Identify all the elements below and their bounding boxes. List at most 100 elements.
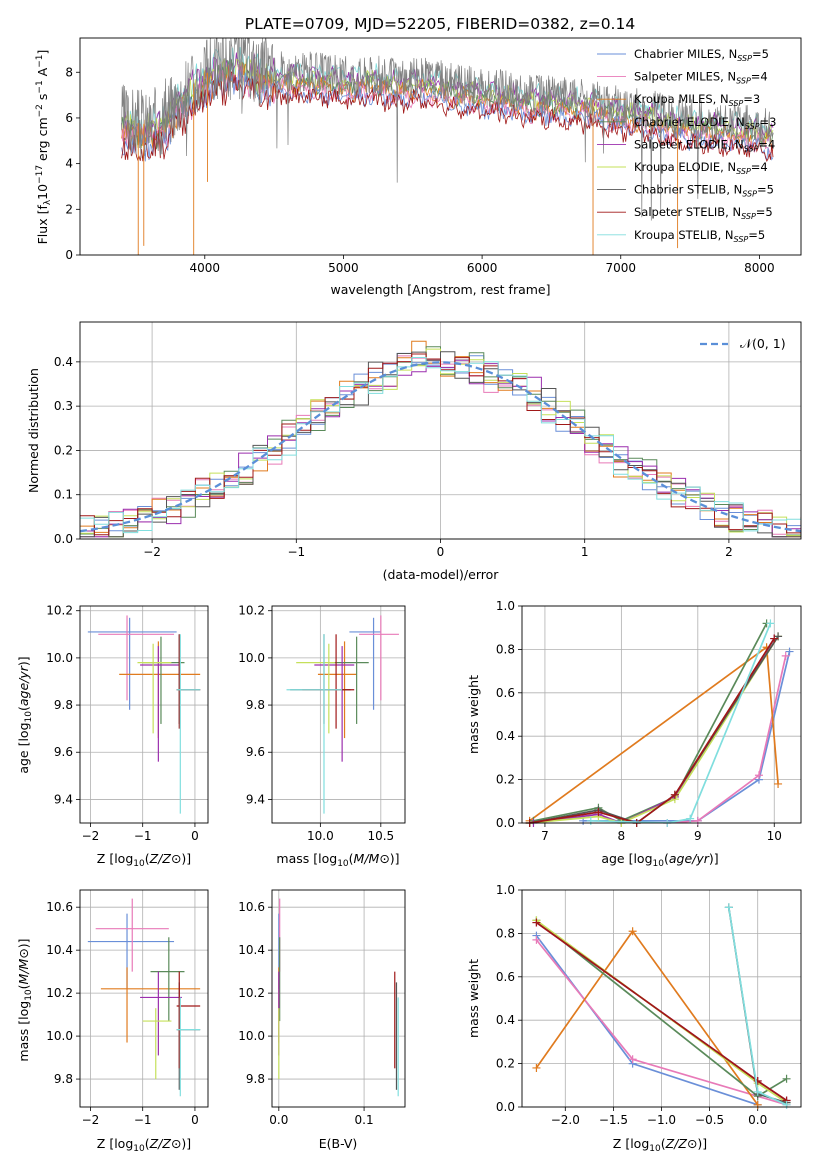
panel-3: 10.0 10.5 9.4 9.6 9.8 10.0 10.2 mass [log10(M/M…	[238, 604, 406, 869]
label-sub: 10	[337, 859, 349, 869]
label-part: age/yr	[669, 851, 710, 866]
panel-6: 0.0 0.1 9.8 10.0 10.2 10.4 10.6	[238, 889, 406, 1127]
y-tick-label: 10.2	[238, 604, 265, 618]
panel-0: 4000 5000 6000 7000 8000 0 2 4 6 8 Flux [fλ10−17 e…	[35, 37, 802, 275]
y-tick-label: 10.4	[46, 943, 73, 957]
label-sub: 10	[24, 989, 34, 1001]
normal-curve	[80, 361, 801, 533]
label-part: −1	[35, 80, 45, 93]
legend-subscript: SSP	[736, 167, 751, 176]
point-marker-salpeter_stelib	[753, 1076, 762, 1085]
legend-entry-chabrier_elodie: Chabrier ELODIE, NSSP=3	[634, 115, 776, 131]
legend-label: Chabrier STELIB, N	[634, 183, 742, 197]
axes-frame	[79, 889, 209, 1108]
y-tick-label: 9.6	[246, 745, 265, 759]
label-part: s	[35, 94, 50, 105]
x-tick-label: 7000	[605, 261, 636, 275]
label-part: )]	[709, 851, 719, 866]
y-tick-label: 0.4	[54, 355, 73, 369]
axis-label: mass [log10(M/M⊙)]	[16, 938, 34, 1061]
series-line-kroupa_stelib	[590, 623, 772, 823]
y-tick-label: 10.0	[238, 1029, 265, 1043]
point-marker-salpeter_miles	[693, 816, 702, 825]
y-tick-label: 10.0	[46, 1029, 73, 1043]
mass-weight-y-label: mass weight	[466, 675, 481, 754]
y-tick-label: 0.8	[496, 926, 515, 940]
point-marker-kroupa_miles	[628, 927, 637, 936]
legend-label: Salpeter MILES, N	[634, 70, 736, 84]
axes-frame	[521, 889, 802, 1108]
label-sub: 10	[133, 859, 145, 869]
point-marker-salpeter_stelib	[670, 790, 679, 799]
label-part: −17	[35, 165, 45, 184]
y-tick-label: 0.2	[54, 443, 73, 457]
x-tick-label: −1.0	[647, 1113, 676, 1127]
label-sub: 10	[649, 1144, 661, 1154]
legend-entry-kroupa_elodie: Kroupa ELODIE, NSSP=4	[634, 160, 768, 176]
label-part: (	[16, 984, 31, 989]
y-tick-label: 0.6	[496, 970, 515, 984]
series-line-kroupa_miles	[535, 929, 759, 1106]
legend-label: Chabrier MILES, N	[634, 47, 737, 61]
label-part: ⊙)]	[16, 938, 31, 958]
y-tick-label: 9.8	[54, 698, 73, 712]
legend-label: Chabrier ELODIE, N	[634, 115, 745, 129]
label-part: ]	[35, 50, 50, 55]
label-part: age [log	[601, 851, 652, 866]
y-tick-label: 9.4	[246, 792, 265, 806]
x-tick-label: 0	[191, 829, 199, 843]
label-part: (	[661, 1136, 666, 1151]
y-tick-label: 8	[65, 65, 73, 79]
point-marker-chabrier_stelib	[774, 632, 783, 641]
axis-label: age [log10(age/yr)]	[601, 851, 718, 869]
label-part: (	[664, 851, 669, 866]
x-tick-label: 0.1	[355, 1113, 374, 1127]
label-part: erg cm	[35, 117, 50, 165]
panel-7: −2.0 −1.5 −1.0 −0.5 0.0 0.0 0.2 0.4 0.6 0.8 1.0 Z […	[496, 883, 802, 1154]
label-part: )]	[16, 656, 31, 666]
x-tick-label: 8	[618, 829, 626, 843]
point-marker-chabrier_elodie	[782, 1074, 791, 1083]
label-part: (	[145, 1136, 150, 1151]
spectrum-observed	[121, 38, 774, 221]
point-marker-kroupa_miles	[774, 779, 783, 788]
x-tick-label: −2	[143, 545, 161, 559]
legend-entry-salpeter_stelib: Salpeter STELIB, NSSP=5	[634, 205, 773, 221]
x-tick-label: 10	[767, 829, 782, 843]
point-marker-salpeter_miles	[754, 771, 763, 780]
panel-5: −2 −1 09.810.010.210.410.6Z [log10(Z/Z⊙)]m…	[16, 889, 209, 1154]
x-tick-label: 7	[541, 829, 549, 843]
point-marker-kroupa_stelib	[782, 1100, 791, 1109]
axes-frame	[79, 605, 209, 824]
panel-2: −2 −1 09.49.69.810.010.2Z [log10(Z/Z⊙)]age…	[16, 604, 209, 869]
legend-label: Kroupa MILES, N	[634, 92, 729, 106]
label-part: Z [log	[613, 1136, 649, 1151]
x-tick-label: 0.0	[269, 1113, 288, 1127]
legend-entry-chabrier_stelib: Chabrier STELIB, NSSP=5	[634, 183, 774, 199]
label-part: −1	[35, 55, 45, 68]
axes-frame	[271, 889, 406, 1108]
legend-label: Kroupa ELODIE, N	[634, 160, 736, 174]
axis-label: mass [log10(M/M⊙)]	[276, 851, 399, 869]
legend-label: Kroupa STELIB, N	[634, 228, 734, 242]
axes-frame	[79, 37, 802, 256]
y-tick-label: 0.8	[496, 642, 515, 656]
label-part: ⊙)]	[687, 1136, 707, 1151]
label-part: ⊙)]	[379, 851, 399, 866]
y-tick-label: 0.0	[54, 532, 73, 546]
legend-nssp: =3	[743, 92, 760, 106]
axis-label: age [log10(age/yr)]	[16, 656, 34, 773]
label-part: (	[349, 851, 354, 866]
x-tick-label: −2	[82, 1113, 100, 1127]
panel-1: −2 −1 0 1 2 0.0 0.1 0.2 0.3 0.4	[54, 321, 802, 559]
point-marker-kroupa_stelib	[586, 816, 595, 825]
point-marker-kroupa_miles	[532, 1063, 541, 1072]
x-tick-label: 2	[725, 545, 733, 559]
label-part: Z/Z	[149, 1136, 172, 1151]
axis-label: Z [log10(Z/Z⊙)]	[97, 851, 191, 869]
label-part: ⊙)]	[171, 851, 191, 866]
legend-entry-salpeter_elodie: Salpeter ELODIE, NSSP=4	[634, 137, 775, 153]
label-part: age/yr	[16, 665, 31, 706]
